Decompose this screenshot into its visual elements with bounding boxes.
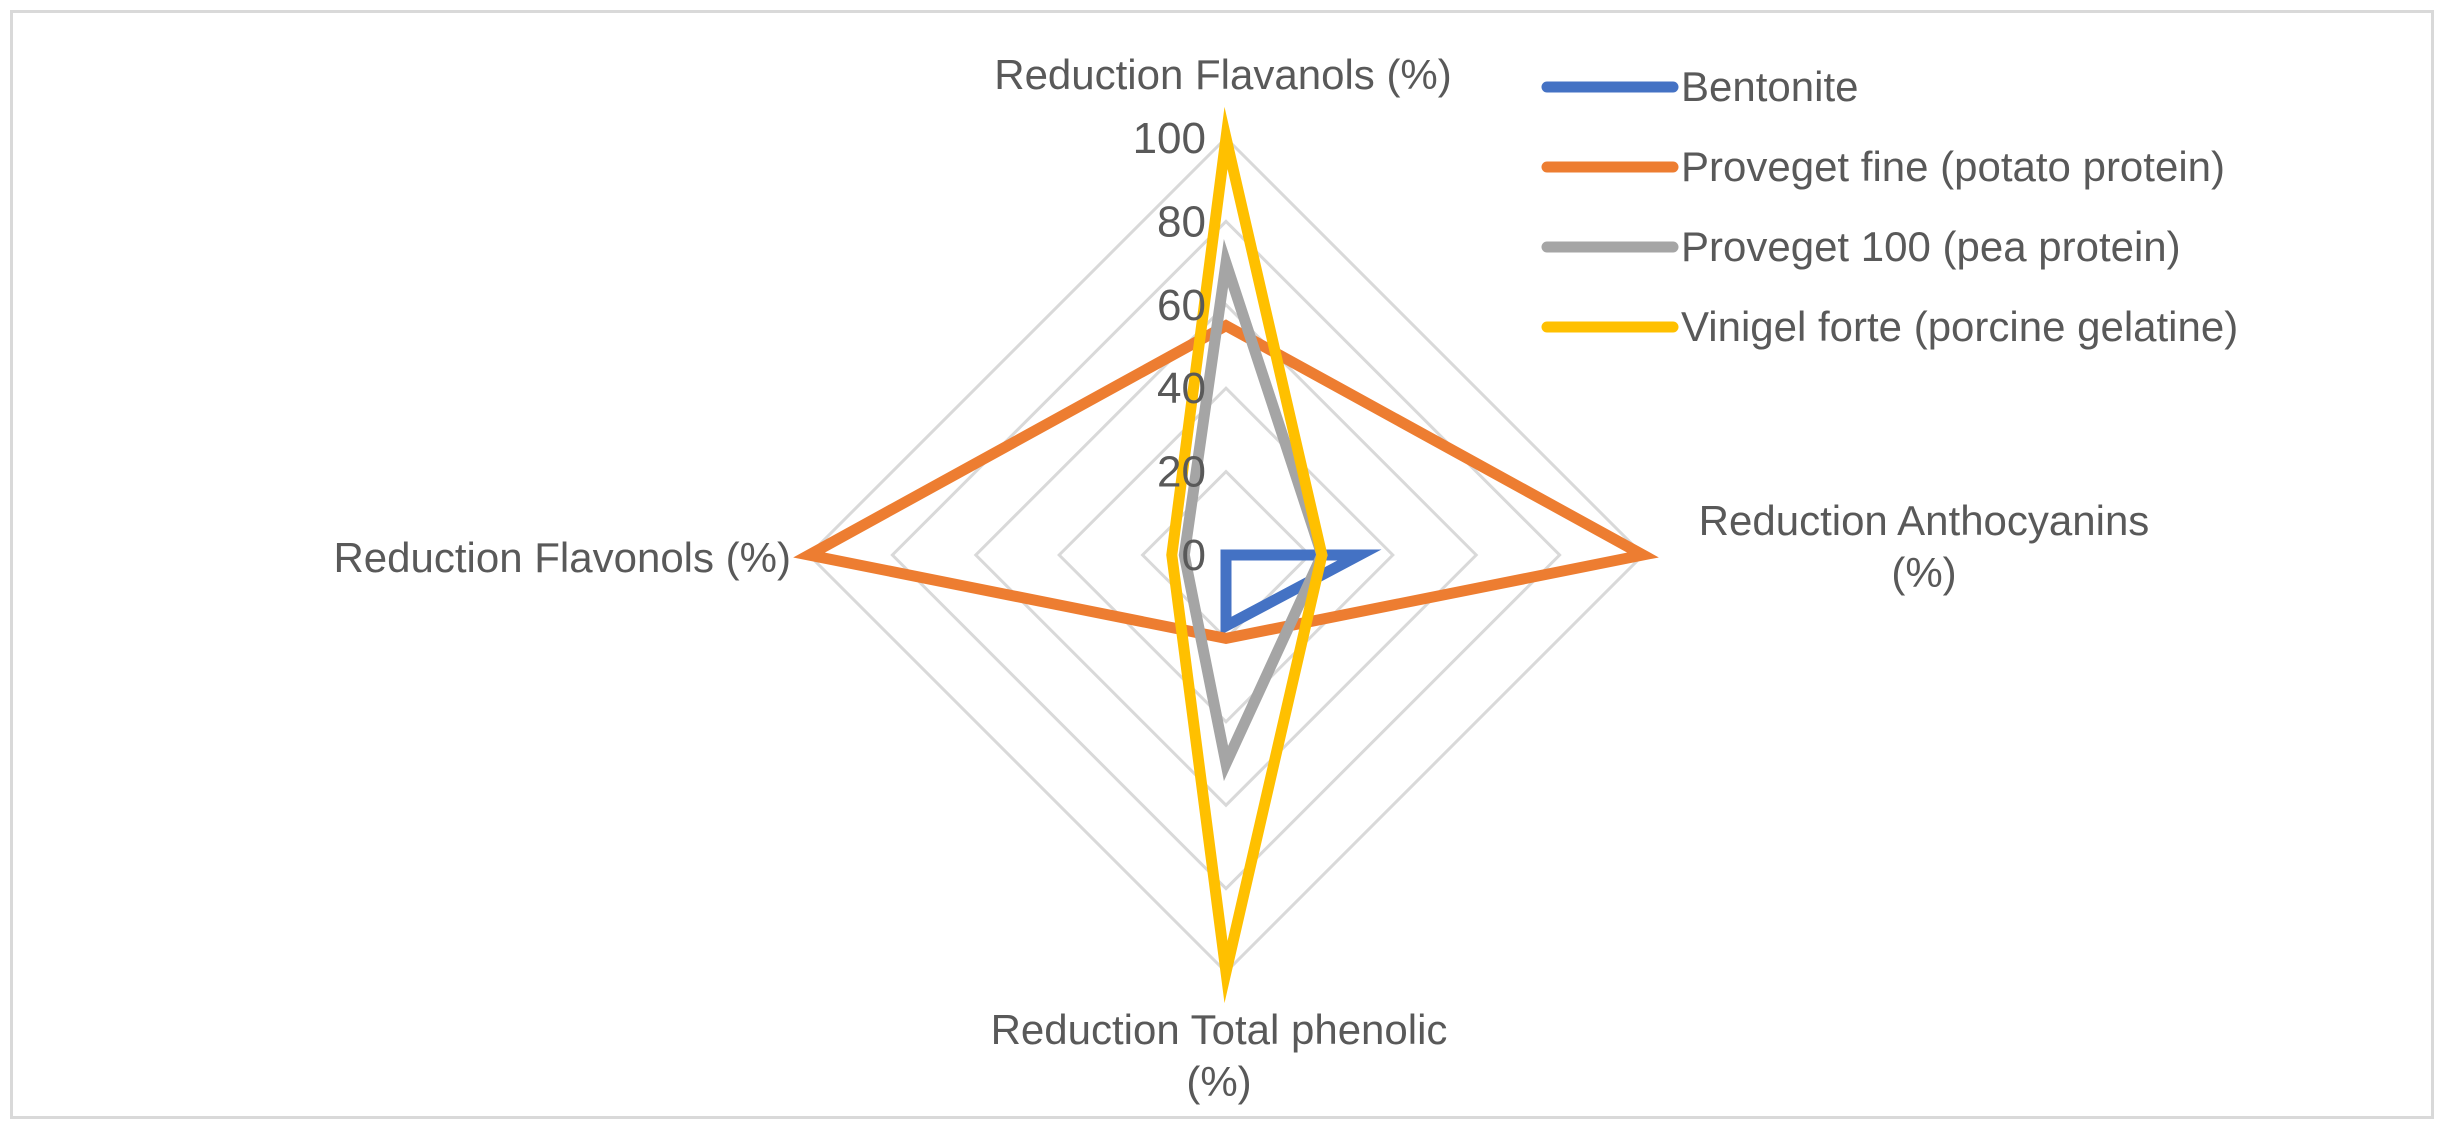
legend: Bentonite Proveget fine (potato protein) P…: [1541, 63, 2238, 350]
tick-label-60: 60: [1157, 281, 1206, 330]
series-group: [793, 106, 1659, 1004]
series-line-4: [1166, 106, 1328, 1004]
legend-label-1: Bentonite: [1681, 63, 1858, 110]
axis-label-2: Reduction Anthocyanins: [1699, 497, 2150, 544]
legend-label-4: Vinigel forte (porcine gelatine): [1681, 303, 2238, 350]
axis-labels: Reduction Flavanols (%) Reduction Anthocy…: [333, 51, 2149, 1105]
legend-label-2: Proveget fine (potato protein): [1681, 143, 2225, 190]
series-line-1: [1220, 549, 1382, 636]
axis-label-2-line-2: (%): [1891, 549, 1956, 596]
legend-label-3: Proveget 100 (pea protein): [1681, 223, 2181, 270]
series-line-3: [1178, 239, 1328, 782]
tick-labels: 0 20 40 60 80 100: [1133, 114, 1206, 580]
axis-label-3-line-2: (%): [1186, 1058, 1251, 1105]
tick-label-40: 40: [1157, 364, 1206, 413]
grid-ring-60: [973, 302, 1479, 808]
axis-label-3: Reduction Total phenolic: [991, 1006, 1448, 1053]
axis-label-4: Reduction Flavonols (%): [333, 534, 791, 581]
tick-label-100: 100: [1133, 114, 1206, 163]
axis-label-1: Reduction Flavanols (%): [994, 51, 1452, 98]
grid-ring-40: [1057, 386, 1395, 724]
chart-frame: 0 20 40 60 80 100 Reduction Flavanols (%) Redu…: [10, 10, 2434, 1119]
series-line-2: [793, 319, 1659, 645]
tick-label-20: 20: [1157, 448, 1206, 497]
tick-label-0: 0: [1182, 531, 1206, 580]
tick-label-80: 80: [1157, 197, 1206, 246]
